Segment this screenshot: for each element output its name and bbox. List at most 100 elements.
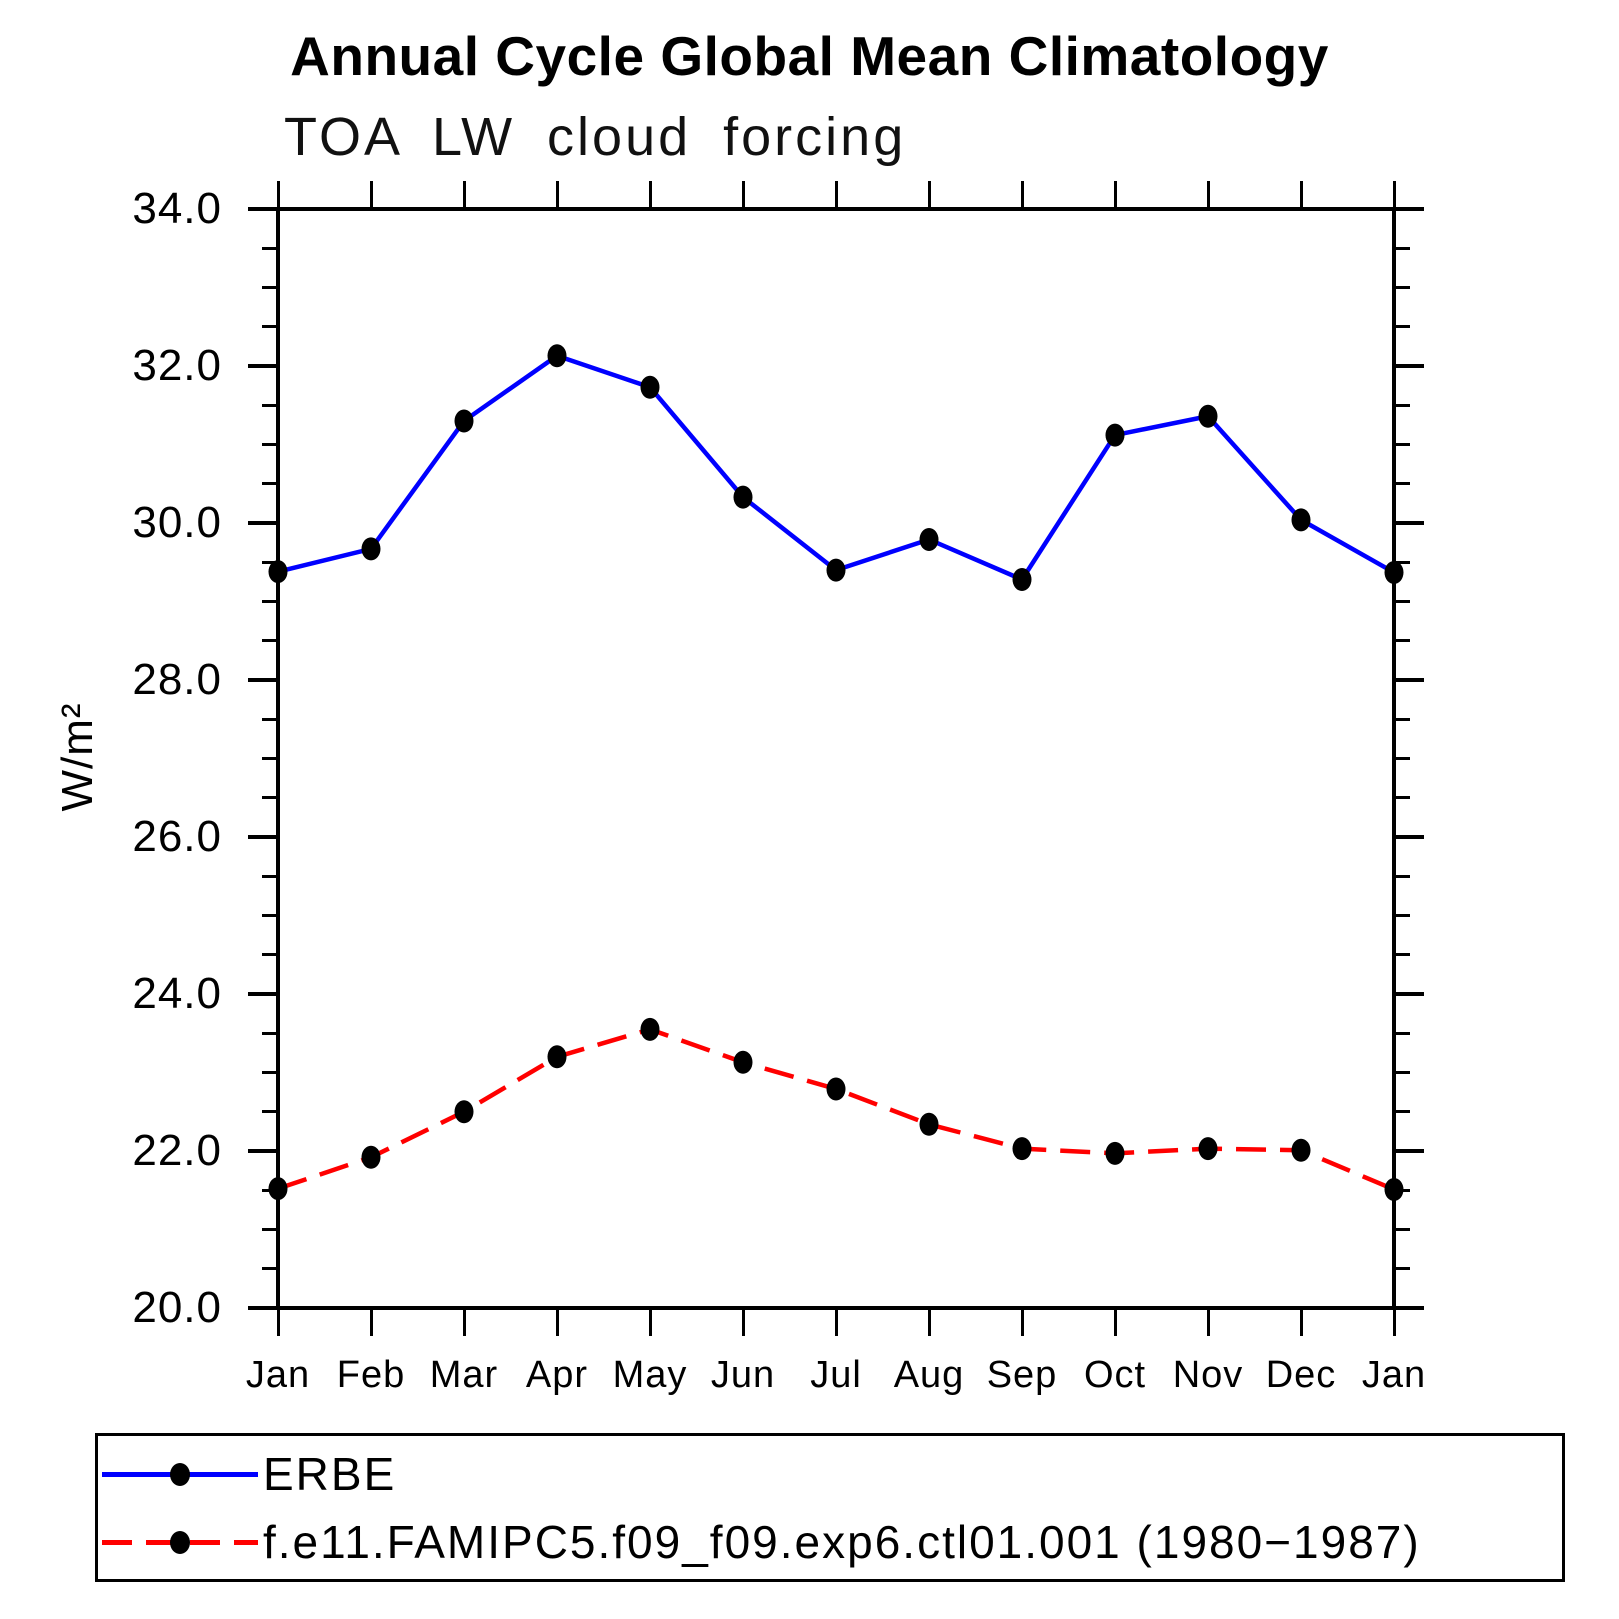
page-title: Annual Cycle Global Mean Climatology: [290, 25, 1329, 87]
y-minor-tick: [1394, 1110, 1410, 1114]
x-tick-label: Dec: [1265, 1354, 1337, 1396]
legend-marker-model: [170, 1531, 190, 1554]
x-tick-label: Jan: [1361, 1354, 1427, 1396]
y-major-tick: [1394, 1306, 1424, 1310]
x-tick: [462, 1308, 466, 1336]
x-tick: [555, 181, 559, 209]
y-minor-tick: [1394, 443, 1410, 446]
y-minor-tick: [1394, 1228, 1410, 1231]
x-tick-label: Feb: [336, 1354, 406, 1396]
y-major-tick: [1394, 1149, 1424, 1153]
y-major-tick: [248, 207, 278, 211]
data-point-marker: [1198, 404, 1218, 428]
x-tick: [276, 1308, 280, 1336]
data-point-marker: [361, 537, 381, 561]
y-minor-tick: [262, 1228, 278, 1231]
y-minor-tick: [1394, 1071, 1410, 1074]
x-tick-label: Jun: [710, 1354, 776, 1396]
y-major-tick: [248, 364, 278, 368]
data-point-marker: [640, 1017, 660, 1041]
legend-label-model: f.e11.FAMIPC5.f09_f09.exp6.ctl01.001 (19…: [263, 1516, 1421, 1568]
y-minor-tick: [1394, 403, 1410, 407]
y-minor-tick: [262, 325, 278, 329]
y-minor-tick: [1394, 1267, 1410, 1271]
chart-subtitle: TOA LW cloud forcing: [284, 107, 907, 167]
legend-label-erbe: ERBE: [263, 1448, 397, 1500]
data-point-marker: [826, 558, 846, 582]
x-tick: [741, 1308, 745, 1336]
x-tick-label: Jul: [810, 1354, 862, 1396]
y-minor-tick: [262, 1110, 278, 1114]
x-tick-label: Jan: [245, 1354, 311, 1396]
data-point-marker: [1105, 1141, 1125, 1165]
y-minor-tick: [1394, 600, 1410, 603]
y-minor-tick: [1394, 796, 1410, 800]
y-minor-tick: [262, 914, 278, 917]
x-tick: [1020, 181, 1024, 209]
x-tick: [555, 1308, 559, 1336]
data-point-marker: [1012, 1137, 1032, 1161]
x-tick: [741, 181, 745, 209]
data-point-marker: [1384, 560, 1404, 584]
y-major-tick: [248, 1149, 278, 1153]
y-minor-tick: [262, 403, 278, 407]
data-point-marker: [919, 527, 939, 551]
series-line-1: [277, 1026, 1395, 1192]
x-tick: [1299, 1308, 1303, 1336]
x-tick: [369, 1308, 373, 1336]
x-tick: [1299, 181, 1303, 209]
y-minor-tick: [262, 443, 278, 446]
y-minor-tick: [262, 600, 278, 603]
x-tick: [648, 181, 652, 209]
data-point-marker: [919, 1112, 939, 1136]
x-tick: [276, 181, 280, 209]
x-tick: [1392, 1308, 1396, 1336]
data-point-marker: [268, 1177, 288, 1201]
y-tick-label: 22.0: [132, 1126, 222, 1175]
x-tick: [927, 1308, 931, 1336]
series-line-0: [277, 353, 1396, 583]
y-minor-tick: [262, 796, 278, 800]
data-point-marker: [733, 1050, 753, 1074]
x-tick-label: Oct: [1083, 1354, 1147, 1396]
y-minor-tick: [262, 1071, 278, 1074]
x-tick: [369, 181, 373, 209]
y-tick-label: 24.0: [132, 969, 222, 1018]
x-tick-label: Aug: [893, 1354, 965, 1396]
x-tick: [648, 1308, 652, 1336]
y-tick-label: 20.0: [132, 1283, 222, 1332]
y-minor-tick: [1394, 757, 1410, 760]
y-minor-tick: [1394, 639, 1410, 643]
data-point-marker: [1384, 1177, 1404, 1201]
x-tick-label: May: [612, 1354, 688, 1396]
data-point-marker: [1198, 1137, 1218, 1161]
x-tick: [462, 181, 466, 209]
y-major-tick: [1394, 521, 1424, 525]
data-point-marker: [547, 1045, 567, 1069]
x-tick: [1113, 181, 1117, 209]
y-minor-tick: [1394, 286, 1410, 289]
x-tick: [1206, 181, 1210, 209]
y-minor-tick: [1394, 246, 1410, 250]
data-point-marker: [361, 1145, 381, 1169]
data-point-marker: [1291, 508, 1311, 532]
y-minor-tick: [262, 639, 278, 643]
data-point-marker: [454, 1100, 474, 1124]
y-major-tick: [1394, 207, 1424, 211]
data-point-marker: [826, 1077, 846, 1101]
legend: ERBE f.e11.FAMIPC5.f09_f09.exp6.ctl01.00…: [95, 1433, 1565, 1582]
y-major-tick: [1394, 678, 1424, 682]
y-tick-label: 28.0: [132, 655, 222, 704]
y-major-tick: [1394, 364, 1424, 368]
x-tick-label: Apr: [525, 1354, 589, 1396]
data-point-marker: [733, 485, 753, 509]
x-tick-label: Nov: [1172, 1354, 1244, 1396]
y-minor-tick: [262, 953, 278, 957]
y-minor-tick: [1394, 1031, 1410, 1035]
y-major-tick: [1394, 992, 1424, 996]
y-minor-tick: [1394, 717, 1410, 721]
y-major-tick: [1394, 835, 1424, 839]
y-minor-tick: [1394, 953, 1410, 957]
x-tick: [834, 181, 838, 209]
